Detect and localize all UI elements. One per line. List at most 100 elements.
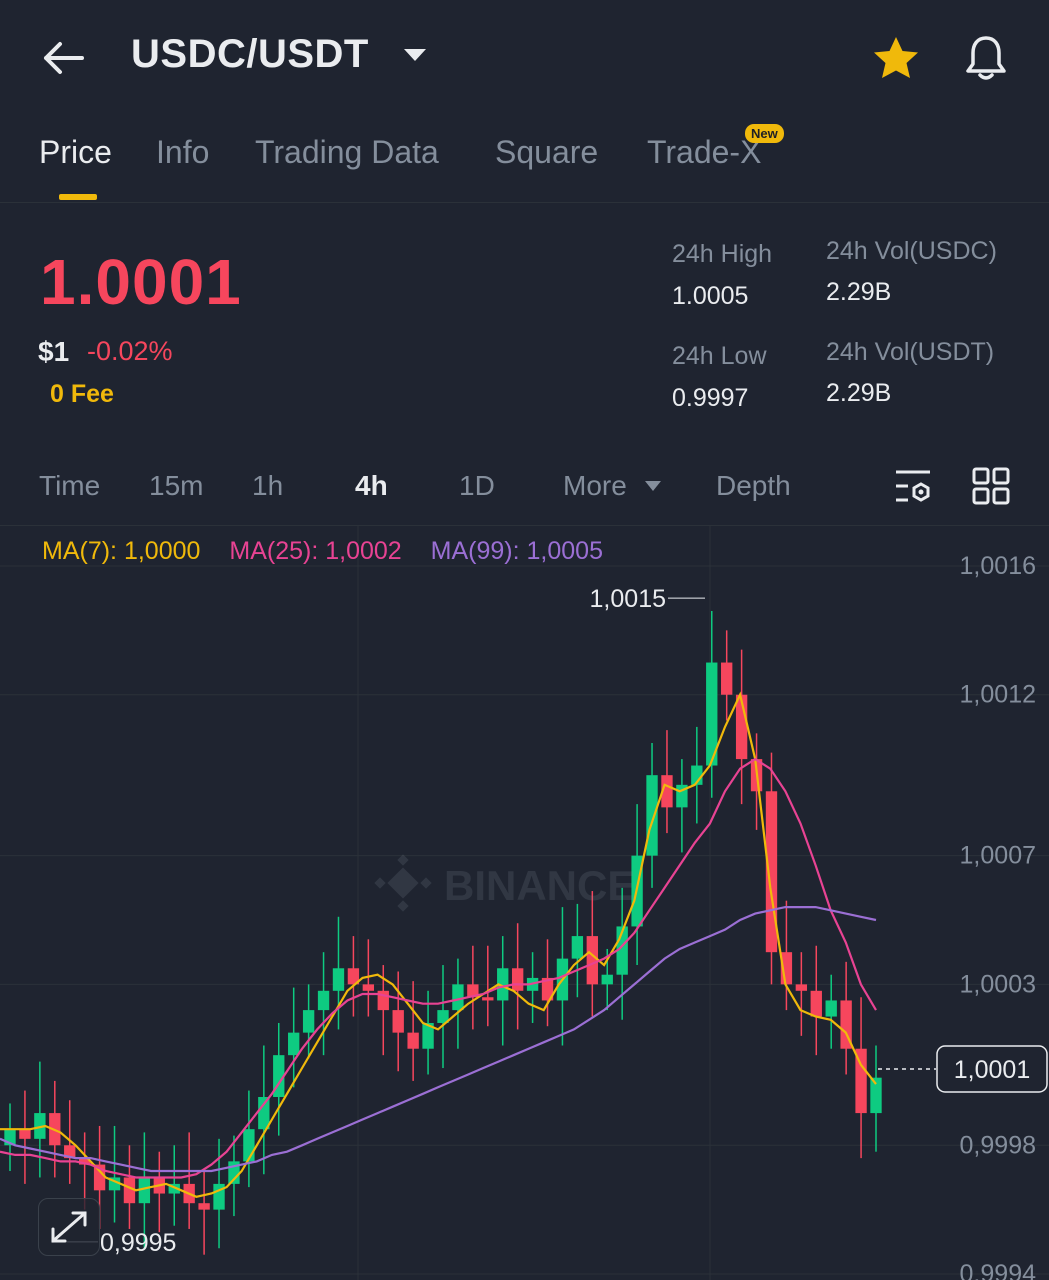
ma25-line	[0, 757, 877, 1179]
y-axis-label: 1,0012	[960, 681, 1036, 709]
candle-body	[497, 968, 509, 1001]
last-price-label: 1,0001	[954, 1056, 1030, 1084]
candle-body	[64, 1145, 76, 1159]
candle-body	[840, 1000, 852, 1049]
candle-body	[691, 765, 703, 785]
interval-15m[interactable]: 15m	[149, 470, 204, 501]
interval-more[interactable]: More	[563, 470, 627, 501]
fullscreen-button[interactable]	[38, 1198, 100, 1256]
candle-body	[765, 791, 778, 953]
low-marker-label: 0,9995	[100, 1229, 176, 1257]
candle-body	[646, 775, 658, 856]
tab-price[interactable]: Price	[39, 134, 112, 170]
candle-body	[288, 1032, 300, 1056]
interval-depth[interactable]: Depth	[716, 470, 791, 501]
candle-body	[586, 936, 598, 985]
candle-body	[243, 1129, 255, 1162]
active-tab-indicator	[59, 194, 97, 200]
ma-legend: MA(7): 1,0000 MA(25): 1,0002 MA(99): 1,0…	[42, 537, 625, 566]
tab-bar: Price Info Trading Data Square Trade-X	[0, 118, 1049, 203]
candle-body	[258, 1097, 270, 1130]
back-arrow-icon[interactable]	[40, 38, 86, 78]
candle-body	[34, 1113, 46, 1139]
price-chart[interactable]: 1,0016 1,0012 1,0007 1,0003 0,9998 0,9994 1,00…	[0, 526, 1049, 1280]
vol-base-value: 2.29B	[826, 278, 892, 306]
candle-body	[19, 1129, 31, 1139]
candle-body	[108, 1177, 121, 1191]
y-axis-label: 1,0003	[960, 970, 1036, 998]
candle-body	[452, 984, 464, 1011]
tab-trading-data[interactable]: Trading Data	[255, 134, 439, 170]
star-icon[interactable]	[871, 34, 921, 82]
top-bar: USDC/USDT	[0, 0, 1049, 118]
interval-1d[interactable]: 1D	[459, 470, 495, 501]
interval-1h[interactable]: 1h	[252, 470, 284, 501]
candle-body	[721, 662, 733, 695]
candle-body	[332, 968, 345, 991]
candlestick-chart[interactable]: 1,0016 1,0012 1,0007 1,0003 0,9998 0,9994 1,00…	[0, 526, 1049, 1280]
candle-body	[392, 1010, 404, 1033]
candle-body	[735, 694, 748, 760]
candle-body	[661, 775, 673, 808]
low-label: 24h Low	[672, 342, 767, 370]
candle-body	[795, 984, 808, 991]
vol-quote-label: 24h Vol(USDT)	[826, 338, 995, 366]
candle-body	[138, 1177, 151, 1204]
ma25-label: MA(25): 1,0002	[229, 537, 402, 565]
y-axis-label: 1,0016	[960, 552, 1036, 580]
candle-body	[467, 984, 479, 998]
candle-body	[228, 1161, 240, 1184]
candle-body	[601, 974, 613, 985]
candle-body	[4, 1129, 16, 1146]
candle-body	[123, 1177, 136, 1204]
last-price-tag	[936, 1045, 1048, 1093]
price-change: -0.02%	[87, 336, 173, 366]
bell-icon[interactable]	[962, 33, 1010, 83]
grid-layout-icon[interactable]	[972, 467, 1010, 505]
candle-body	[362, 984, 375, 991]
candle-body	[870, 1077, 882, 1114]
candle-body	[825, 1000, 837, 1017]
candle-body	[541, 977, 554, 1001]
ma7-line	[0, 691, 877, 1198]
candle-body	[302, 1010, 315, 1033]
candle-body	[511, 968, 524, 991]
fee-badge: 0 Fee	[50, 380, 114, 408]
candle-body	[482, 997, 494, 1001]
high-label: 24h High	[672, 240, 773, 268]
caret-down-icon[interactable]	[402, 46, 428, 64]
interval-4h[interactable]: 4h	[355, 470, 388, 501]
tab-trade-x[interactable]: Trade-X	[647, 134, 762, 170]
y-axis-label: 0,9998	[960, 1131, 1036, 1159]
candle-body	[780, 952, 793, 985]
candle-body	[347, 968, 360, 985]
candle-body	[213, 1183, 225, 1210]
candle-body	[317, 990, 330, 1011]
candle-body	[168, 1183, 180, 1194]
candle-body	[616, 926, 628, 975]
high-marker-label: 1,0015	[590, 585, 666, 613]
interval-bar: Time 15m 1h 4h 1D More Depth	[0, 455, 1049, 526]
chart-settings-icon[interactable]	[893, 467, 933, 507]
candle-body	[273, 1055, 285, 1097]
candle-body	[93, 1164, 106, 1191]
tab-info[interactable]: Info	[156, 134, 210, 170]
y-axis-label: 0,9994	[960, 1260, 1037, 1280]
candle-body	[377, 990, 389, 1011]
candle-body	[437, 1010, 449, 1023]
low-value: 0.9997	[672, 384, 749, 412]
usd-value: $1	[38, 336, 70, 367]
vol-quote-value: 2.29B	[826, 379, 892, 407]
tab-square[interactable]: Square	[495, 134, 599, 170]
candle-body	[198, 1203, 210, 1210]
candle-body	[706, 662, 718, 766]
interval-time[interactable]: Time	[39, 470, 101, 501]
candle-body	[810, 990, 822, 1017]
watermark-text: BINANCE	[444, 862, 635, 909]
expand-icon	[51, 1211, 87, 1243]
caret-down-icon[interactable]	[644, 480, 662, 492]
candle-body	[855, 1048, 867, 1114]
pair-title[interactable]: USDC/USDT	[131, 32, 369, 76]
new-badge: New	[745, 124, 784, 143]
candle-body	[676, 784, 688, 808]
